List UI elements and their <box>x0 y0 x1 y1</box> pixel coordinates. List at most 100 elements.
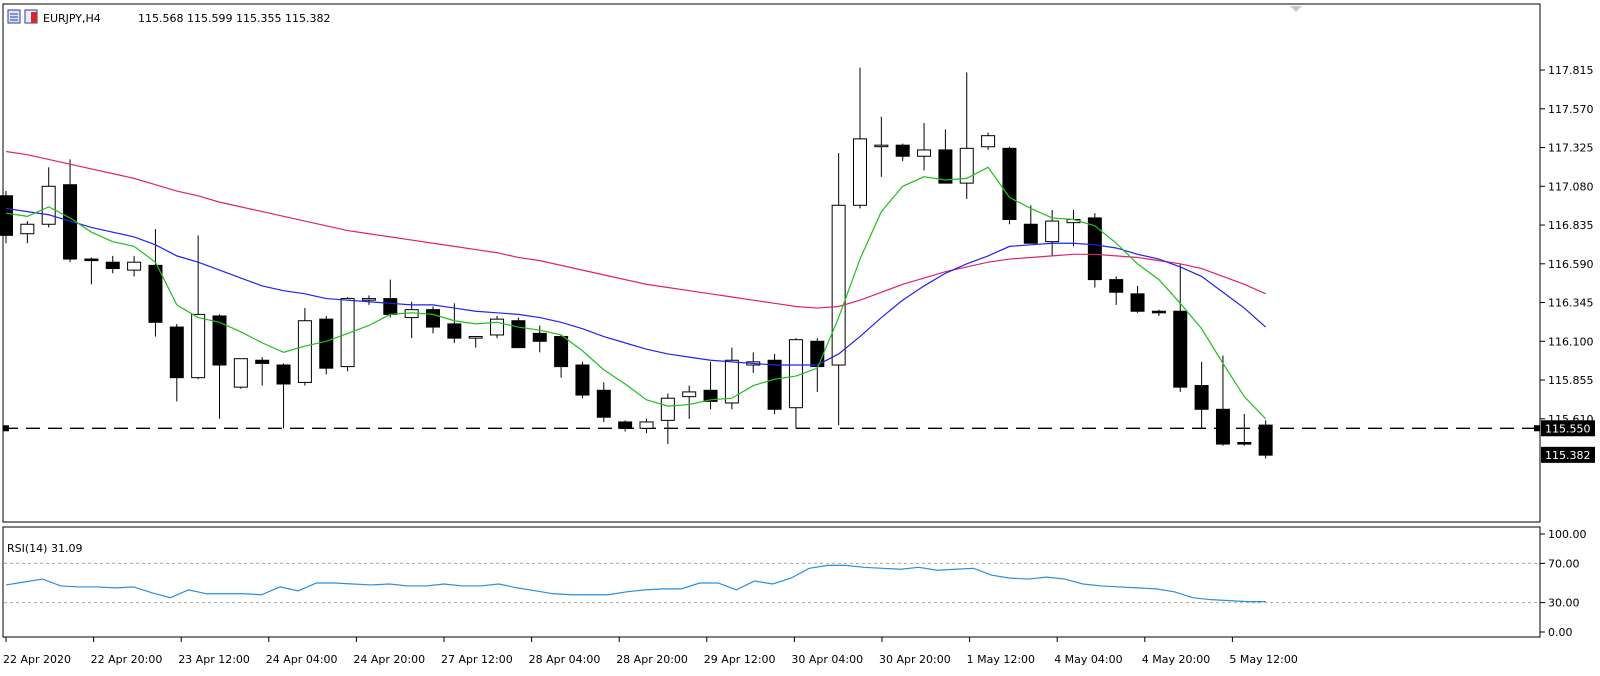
candle <box>468 336 483 348</box>
time-tick-label: 24 Apr 20:00 <box>353 653 425 666</box>
candle-body <box>959 147 974 184</box>
rsi-tick-label: 100.00 <box>1548 528 1587 541</box>
candle <box>105 255 120 274</box>
candle <box>767 353 782 415</box>
candle-body <box>1173 310 1188 388</box>
candle <box>319 315 334 375</box>
candle-body <box>703 389 718 402</box>
candle <box>255 357 270 386</box>
time-tick-label: 29 Apr 12:00 <box>704 653 776 666</box>
candle-body <box>212 315 227 366</box>
window-icons <box>7 9 38 24</box>
candle <box>1087 213 1102 288</box>
candle <box>618 420 633 432</box>
candle-body <box>297 320 312 383</box>
candle-body <box>255 359 270 364</box>
candle <box>938 129 953 184</box>
candle <box>1151 309 1166 316</box>
candle-body <box>340 298 355 368</box>
candle <box>276 363 291 429</box>
candle <box>0 191 13 244</box>
candle <box>1237 414 1252 446</box>
rsi-tick-label: 0.00 <box>1548 626 1573 639</box>
candle <box>959 72 974 199</box>
candle <box>874 116 889 177</box>
time-tick-label: 5 May 12:00 <box>1229 653 1297 666</box>
time-tick-label: 24 Apr 04:00 <box>266 653 338 666</box>
time-axis: 22 Apr 2020 22 Apr 20:00 23 Apr 12:00 24 Ap… <box>3 637 1298 666</box>
candle <box>981 132 996 150</box>
candle <box>148 228 163 337</box>
bid-line <box>3 425 1540 432</box>
candle-body <box>660 397 675 421</box>
last-price-tag-label: 115.382 <box>1545 449 1591 462</box>
candle <box>554 334 569 378</box>
candle <box>84 257 99 285</box>
candle <box>212 314 227 419</box>
candle <box>1194 361 1209 429</box>
candle-body <box>468 336 483 339</box>
candle <box>447 303 462 343</box>
price-tick-label: 117.080 <box>1548 180 1594 193</box>
candle-body <box>148 264 163 323</box>
candle <box>404 301 419 339</box>
time-tick-label: 4 May 20:00 <box>1142 653 1210 666</box>
candle-body <box>41 185 56 225</box>
candle-body <box>511 320 526 349</box>
bid-line-marker <box>1534 425 1540 432</box>
candle-body <box>788 339 803 409</box>
candle-body <box>447 323 462 339</box>
candle-body <box>1194 385 1209 410</box>
candle <box>41 167 56 228</box>
candle <box>660 393 675 445</box>
rsi-tick-label: 30.00 <box>1548 597 1580 610</box>
price-tick-label: 117.325 <box>1548 142 1594 155</box>
main-panel-frame <box>2 3 1541 523</box>
candle <box>1173 263 1188 392</box>
candle <box>575 361 590 399</box>
candle <box>788 338 803 429</box>
candle-body <box>1045 220 1060 243</box>
bid-price-tag <box>1541 420 1595 437</box>
candle <box>1215 355 1230 446</box>
ma-mid-line <box>5 207 1267 366</box>
candle <box>639 418 654 434</box>
candle-body <box>575 364 590 396</box>
last-price-tag <box>1541 446 1595 463</box>
candle-body <box>682 391 697 398</box>
price-tick-label: 116.835 <box>1548 219 1594 232</box>
candle-body <box>1023 223 1038 244</box>
candle-body <box>383 298 398 315</box>
candle <box>191 235 206 380</box>
candle-body <box>1002 147 1017 221</box>
candle <box>297 308 312 386</box>
candle <box>895 143 910 161</box>
candle-body <box>20 223 35 235</box>
candle-body <box>532 332 547 342</box>
candle-body <box>874 144 889 148</box>
candle-body <box>361 298 376 301</box>
candle <box>853 67 867 209</box>
candle-body <box>618 421 633 429</box>
candle-body <box>917 149 932 157</box>
candle <box>1258 420 1273 459</box>
price-tick-label: 116.100 <box>1548 335 1594 348</box>
candle-body <box>938 149 953 184</box>
candle <box>1045 210 1060 256</box>
candle-body <box>169 326 184 379</box>
candle <box>426 306 440 334</box>
price-tick-label: 116.590 <box>1548 258 1594 271</box>
symbol-timeframe: EURJPY,H4 <box>43 12 101 25</box>
candle <box>596 382 611 422</box>
shift-marker-icon <box>1290 6 1302 12</box>
candle-body <box>84 258 99 262</box>
candle-body <box>1109 279 1124 293</box>
time-tick-label: 30 Apr 20:00 <box>879 653 951 666</box>
candle-body <box>981 135 996 148</box>
rsi-tick-label: 70.00 <box>1548 557 1580 570</box>
candle-body <box>0 195 13 236</box>
candle <box>127 255 142 277</box>
time-tick-label: 4 May 04:00 <box>1054 653 1122 666</box>
